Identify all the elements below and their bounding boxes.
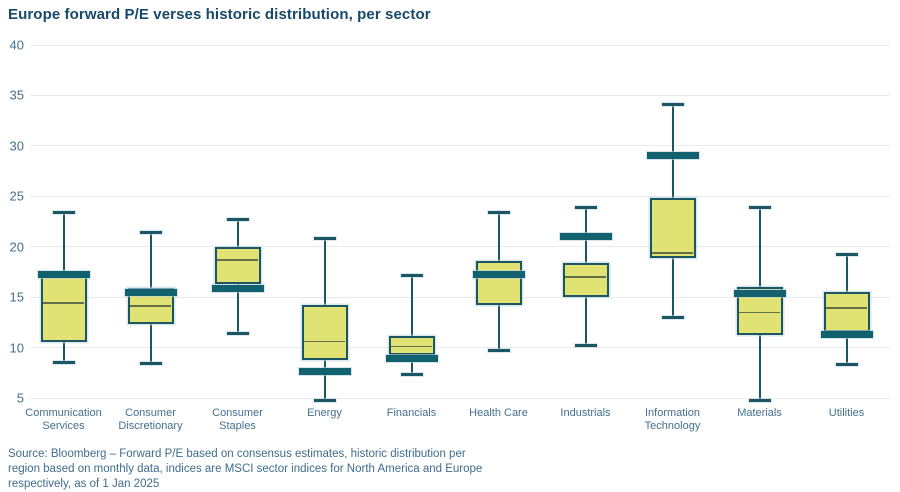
iqr-box-utilities <box>823 292 870 333</box>
iqr-box-consumer-staples <box>214 246 261 285</box>
median-line <box>565 276 606 278</box>
gridline <box>30 44 890 46</box>
whisker-cap-high <box>226 217 249 221</box>
median-line <box>217 259 258 261</box>
source-line: Source: Bloomberg – Forward P/E based on… <box>8 448 466 460</box>
y-tick-label: 30 <box>9 138 24 154</box>
y-tick-label: 20 <box>9 239 24 255</box>
iqr-box-health-care <box>475 260 522 306</box>
whisker-cap-high <box>835 253 858 257</box>
y-tick-label: 10 <box>9 340 24 356</box>
whisker-cap-low <box>748 398 771 402</box>
y-tick-label: 15 <box>9 289 24 305</box>
whisker-cap-low <box>661 315 684 319</box>
whisker-cap-high <box>313 237 336 241</box>
whisker-cap-low <box>52 361 75 365</box>
whisker-cap-low <box>313 398 336 402</box>
current-pe-band-materials <box>733 289 786 297</box>
iqr-box-industrials <box>562 262 609 298</box>
median-line <box>739 311 780 314</box>
iqr-box-information-technology <box>649 198 696 258</box>
median-line <box>826 307 867 309</box>
gridline <box>30 145 890 147</box>
median-line <box>130 305 171 307</box>
x-axis-label: Materials <box>737 407 782 419</box>
x-axis-label: Utilities <box>828 407 865 419</box>
x-axis-label: Consumer Discretionary <box>118 407 183 432</box>
x-axis-label: Consumer Staples <box>212 407 263 432</box>
whisker-cap-high <box>52 210 75 214</box>
gridline <box>30 195 890 197</box>
whisker-cap-low <box>400 373 423 377</box>
whisker-cap-low <box>226 331 249 335</box>
source-line: respectively, as of 1 Jan 2025 <box>8 478 160 490</box>
x-axis-label: Health Care <box>469 407 528 419</box>
current-pe-band-financials <box>385 355 438 363</box>
iqr-box-communication-services <box>40 273 87 342</box>
gridline <box>30 347 890 349</box>
whisker-cap-high <box>574 205 597 209</box>
x-axis-label: Communication Services <box>25 407 102 432</box>
current-pe-band-information-technology <box>646 152 699 160</box>
whisker-line-financials <box>410 275 413 375</box>
y-tick-label: 5 <box>16 390 24 406</box>
whisker-cap-high <box>487 210 510 214</box>
whisker-cap-low <box>835 363 858 367</box>
whisker-cap-low <box>574 344 597 348</box>
gridline <box>30 94 890 96</box>
source-note: Source: Bloomberg – Forward P/E based on… <box>8 447 482 492</box>
median-line <box>43 302 84 304</box>
x-axis-label: Industrials <box>560 407 611 419</box>
iqr-box-energy <box>301 305 348 360</box>
x-axis-label: Energy <box>307 407 342 419</box>
whisker-cap-high <box>400 274 423 278</box>
y-tick-label: 35 <box>9 87 24 103</box>
current-pe-band-utilities <box>820 330 873 338</box>
median-line <box>391 345 432 348</box>
current-pe-band-energy <box>298 368 351 376</box>
current-pe-band-health-care <box>472 271 525 279</box>
current-pe-band-consumer-staples <box>211 284 264 292</box>
gridline <box>30 397 890 399</box>
whisker-cap-high <box>139 231 162 235</box>
current-pe-band-industrials <box>559 233 612 241</box>
median-line <box>304 340 345 343</box>
current-pe-band-consumer-discretionary <box>124 288 177 296</box>
gridline <box>30 246 890 248</box>
median-line <box>652 252 693 254</box>
gridline <box>30 296 890 298</box>
chart-title: Europe forward P/E verses historic distr… <box>8 6 431 23</box>
x-axis-label: Financials <box>386 407 437 419</box>
source-line: region based on monthly data, indices ar… <box>8 463 483 475</box>
whisker-cap-low <box>487 349 510 353</box>
y-tick-label: 40 <box>9 37 24 53</box>
iqr-box-financials <box>388 336 435 355</box>
current-pe-band-communication-services <box>37 271 90 279</box>
whisker-cap-low <box>139 362 162 366</box>
whisker-cap-high <box>748 205 771 209</box>
whisker-cap-high <box>661 103 684 106</box>
x-axis-label: Information Technology <box>644 407 701 432</box>
y-tick-label: 25 <box>9 188 24 204</box>
